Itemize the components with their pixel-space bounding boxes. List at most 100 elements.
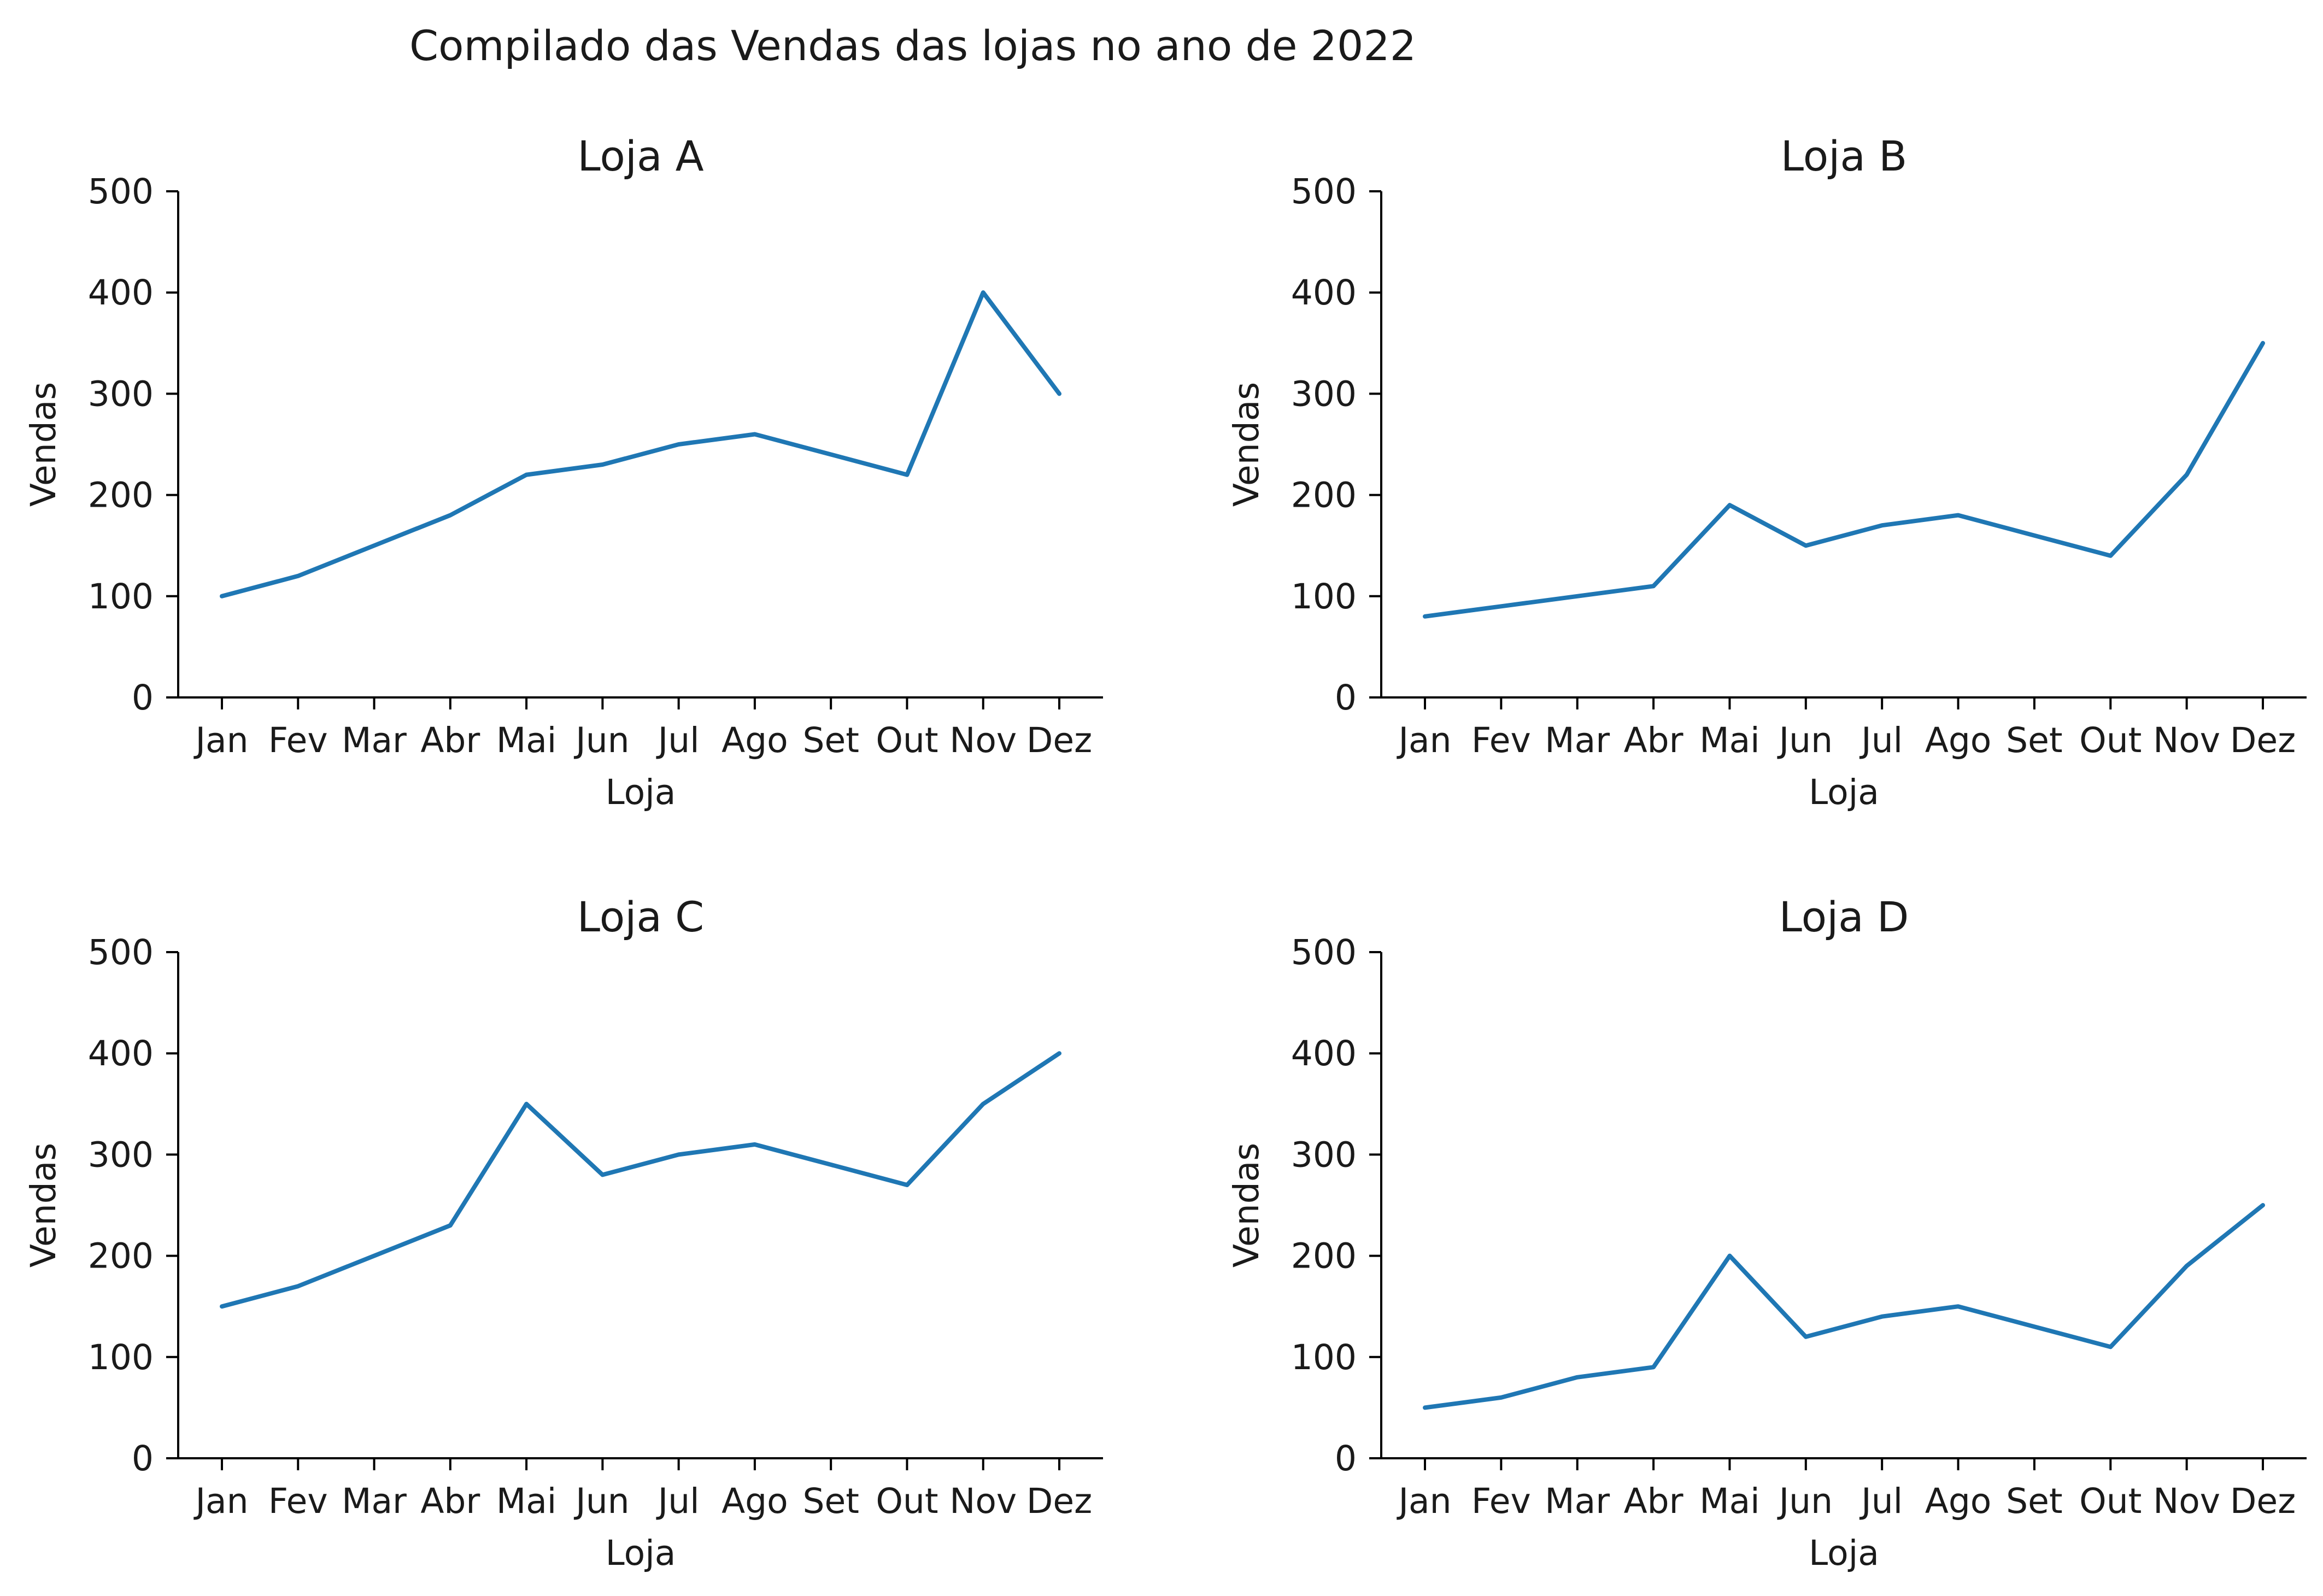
x-tick-label: Mar: [1545, 720, 1610, 760]
y-axis-label: Vendas: [24, 382, 63, 507]
x-tick-label: Dez: [1026, 720, 1092, 760]
x-tick-label: Jul: [656, 1481, 700, 1521]
x-tick-label: Out: [2079, 1481, 2142, 1521]
data-point: [2261, 341, 2265, 345]
x-tick-label: Set: [2006, 1481, 2062, 1521]
x-tick-label: Abr: [1624, 1481, 1683, 1521]
x-axis-label: Loja: [1809, 772, 1879, 812]
data-point: [1499, 604, 1503, 608]
subplot-title: Loja C: [577, 893, 704, 941]
y-tick-label: 100: [88, 1337, 154, 1377]
data-point: [2261, 1203, 2265, 1207]
data-point: [220, 1304, 224, 1309]
x-tick-label: Dez: [2230, 1481, 2296, 1521]
data-point: [448, 1223, 453, 1228]
x-tick-label: Set: [802, 720, 859, 760]
y-tick-label: 100: [1291, 577, 1357, 617]
x-tick-label: Out: [876, 720, 938, 760]
data-point: [2032, 533, 2037, 538]
x-tick-label: Jan: [1396, 1481, 1451, 1521]
subplot-grid: Loja A 0 100 200 300 400 500 Jan Fev Mar Abr Mai Jun…: [24, 132, 2307, 1573]
data-point: [981, 1102, 985, 1106]
y-tick-label: 300: [88, 374, 154, 414]
y-tick-label: 100: [88, 577, 154, 617]
y-tick-label: 200: [88, 1236, 154, 1276]
y-tick-label: 400: [1291, 273, 1357, 313]
subplot-title: Loja D: [1779, 893, 1909, 941]
data-point: [296, 574, 300, 578]
x-tick-label: Nov: [949, 1481, 1017, 1521]
x-tick-label: Jun: [573, 720, 629, 760]
x-tick-label: Mai: [1699, 1481, 1759, 1521]
y-tick-label: 0: [1335, 678, 1357, 718]
y-tick-label: 200: [88, 476, 154, 515]
data-point: [1956, 513, 1961, 518]
data-point: [677, 442, 681, 447]
data-point: [1880, 523, 1884, 527]
data-point: [905, 473, 909, 477]
data-point: [2108, 1345, 2113, 1349]
y-tick-label: 0: [132, 1439, 154, 1478]
y-tick-label: 300: [1291, 374, 1357, 414]
figure-title: Compilado das Vendas das lojas no ano de…: [409, 21, 1416, 70]
data-point: [1057, 1051, 1061, 1055]
data-point: [753, 1142, 757, 1147]
y-tick-label: 0: [1335, 1439, 1357, 1478]
x-tick-label: Fev: [1471, 1481, 1531, 1521]
data-point: [1651, 584, 1656, 588]
y-tick-label: 400: [88, 273, 154, 313]
x-tick-label: Mar: [342, 720, 407, 760]
y-tick-label: 300: [88, 1135, 154, 1175]
x-tick-label: Fev: [268, 1481, 328, 1521]
x-tick-label: Jan: [193, 1481, 248, 1521]
x-tick-label: Abr: [420, 1481, 480, 1521]
y-tick-label: 400: [88, 1034, 154, 1073]
data-point: [1727, 1254, 1732, 1258]
x-axis-label: Loja: [606, 1533, 676, 1573]
x-tick-label: Nov: [2153, 1481, 2220, 1521]
subplot-title: Loja B: [1781, 132, 1908, 180]
x-tick-label: Jul: [1859, 1481, 1903, 1521]
x-tick-label: Jun: [1777, 720, 1833, 760]
data-point: [524, 473, 529, 477]
y-tick-label: 500: [88, 932, 154, 972]
y-tick-label: 400: [1291, 1034, 1357, 1073]
x-tick-label: Abr: [1624, 720, 1683, 760]
x-tick-label: Ago: [721, 720, 788, 760]
series-line: [1423, 1203, 2265, 1410]
x-tick-label: Set: [2006, 720, 2062, 760]
x-tick-label: Out: [2079, 720, 2142, 760]
x-tick-label: Fev: [268, 720, 328, 760]
x-tick-label: Jul: [656, 720, 700, 760]
y-axis-label: Vendas: [1227, 382, 1266, 507]
x-tick-label: Nov: [949, 720, 1017, 760]
x-tick-label: Abr: [420, 720, 480, 760]
data-point: [1575, 1375, 1580, 1380]
y-tick-label: 0: [132, 678, 154, 718]
data-point: [296, 1284, 300, 1288]
series-line: [220, 290, 1061, 598]
x-tick-label: Nov: [2153, 720, 2220, 760]
data-point: [2185, 1264, 2189, 1268]
x-tick-label: Jun: [1777, 1481, 1833, 1521]
x-axis-label: Loja: [1809, 1533, 1879, 1573]
data-point: [1727, 503, 1732, 507]
data-point: [220, 594, 224, 598]
x-tick-label: Set: [802, 1481, 859, 1521]
x-tick-label: Jan: [1396, 720, 1451, 760]
data-point: [2032, 1324, 2037, 1329]
data-point: [524, 1102, 529, 1106]
y-tick-label: 100: [1291, 1337, 1357, 1377]
subplot-title: Loja A: [577, 132, 703, 180]
y-tick-label: 300: [1291, 1135, 1357, 1175]
data-point: [448, 513, 453, 518]
x-tick-label: Ago: [1925, 1481, 1992, 1521]
x-tick-label: Ago: [721, 1481, 788, 1521]
subplot-c: Loja C 0 100 200 300 400 500 Jan Fev Mar Abr Mai Jun…: [24, 893, 1103, 1573]
data-point: [600, 462, 605, 467]
data-point: [981, 290, 985, 295]
x-tick-label: Dez: [1026, 1481, 1092, 1521]
x-tick-label: Dez: [2230, 720, 2296, 760]
